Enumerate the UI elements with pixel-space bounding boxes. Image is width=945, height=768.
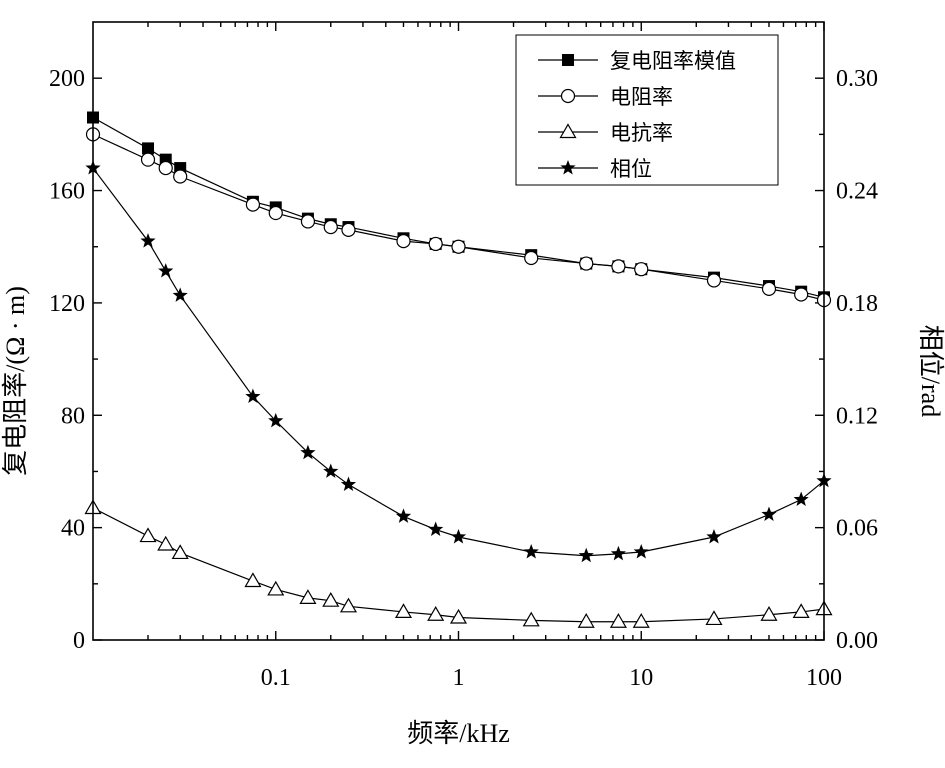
series-2-point xyxy=(522,611,540,627)
series-3-point xyxy=(323,463,339,478)
y-left-tick-label: 40 xyxy=(61,516,85,542)
series-1-point xyxy=(428,236,443,252)
series-1-point xyxy=(158,160,173,176)
series-3-point xyxy=(268,412,284,428)
series-2-point xyxy=(244,572,262,588)
series-2-point xyxy=(157,535,175,551)
legend-label: 电抗率 xyxy=(610,121,673,145)
legend-label: 复电阻率模值 xyxy=(610,49,736,73)
x-tick-label: 1 xyxy=(453,665,465,691)
series-2-point xyxy=(171,544,189,560)
series-3-point xyxy=(578,547,594,563)
series-3-point xyxy=(300,444,316,460)
right-y-axis-title: 相位/rad xyxy=(916,325,945,417)
series-1-point xyxy=(794,287,809,302)
series-2-point xyxy=(339,597,358,613)
series-1-point xyxy=(579,256,594,271)
series-2 xyxy=(84,499,833,628)
series-2-point xyxy=(577,613,595,628)
left-y-axis-title: 复电阻率/(Ω · m) xyxy=(1,286,30,476)
series-1-point xyxy=(706,273,722,288)
series-3-point xyxy=(761,506,777,521)
series-2-point xyxy=(427,606,445,621)
series-3-point xyxy=(245,388,261,404)
series-1-point xyxy=(300,214,316,229)
series-3-point xyxy=(450,529,467,544)
series-3-point xyxy=(706,529,722,544)
y-left-tick-label: 160 xyxy=(49,179,85,205)
x-tick-label: 10 xyxy=(629,665,653,691)
series-1 xyxy=(85,127,832,308)
legend-label: 电阻率 xyxy=(610,85,673,109)
x-tick-label: 100 xyxy=(806,665,842,691)
series-2-point xyxy=(792,603,810,619)
y-left-tick-label: 200 xyxy=(49,66,85,92)
series-2-point xyxy=(322,591,340,607)
series-1-point xyxy=(323,219,338,235)
y-left-tick-label: 0 xyxy=(73,628,85,654)
series-2-point xyxy=(267,580,285,596)
series-3-point xyxy=(172,287,188,302)
series-1-point xyxy=(341,222,356,237)
y-right-tick-label: 0.30 xyxy=(836,66,878,92)
series-1-point xyxy=(140,152,156,167)
series-1-point xyxy=(634,262,649,277)
series-3-point xyxy=(340,476,357,492)
ticks-layer: 0.1 1 10 100 0 40 80 120 160 200 0.00 0.06 0.12 0.18 0… xyxy=(49,22,878,691)
series-3-point xyxy=(523,543,539,559)
y-right-tick-label: 0.06 xyxy=(836,516,878,542)
y-right-tick-label: 0.00 xyxy=(836,628,878,654)
series-2-point xyxy=(449,608,468,624)
series-2-point xyxy=(632,613,650,628)
legend-marker xyxy=(559,123,577,139)
series-3-point xyxy=(140,233,156,248)
series-2-point xyxy=(139,527,157,543)
series-1-point xyxy=(451,239,466,254)
series-2-point xyxy=(705,610,723,626)
legend-label: 相位 xyxy=(610,157,652,181)
series-2-line xyxy=(92,507,825,623)
series-3-point xyxy=(633,543,649,559)
series-3-point xyxy=(428,521,444,536)
y-left-tick-label: 120 xyxy=(49,291,85,317)
y-left-tick-label: 80 xyxy=(61,403,85,429)
series-1-point xyxy=(761,281,777,296)
series-2-point xyxy=(394,603,413,619)
series-1-line xyxy=(92,133,825,301)
series-1-point xyxy=(611,259,626,274)
series-2-point xyxy=(609,613,627,628)
x-axis-title: 频率/kHz xyxy=(407,719,510,748)
series-3 xyxy=(85,160,832,563)
y-right-tick-label: 0.12 xyxy=(836,403,878,429)
series-0-line xyxy=(92,116,825,298)
series-layer xyxy=(84,111,833,628)
series-1-point xyxy=(524,250,539,266)
series-3-point xyxy=(793,491,809,507)
y-right-tick-label: 0.24 xyxy=(836,179,878,205)
series-1-point xyxy=(245,197,261,212)
series-3-point xyxy=(158,263,174,278)
legend-marker xyxy=(560,88,576,104)
series-1-point xyxy=(173,169,188,184)
legend-marker xyxy=(562,54,574,66)
legend-marker xyxy=(560,160,576,175)
y-right-tick-label: 0.18 xyxy=(836,291,878,317)
series-3-line xyxy=(92,167,825,557)
series-0-point xyxy=(142,142,155,155)
series-1-point xyxy=(396,234,411,249)
x-tick-label: 0.1 xyxy=(261,665,291,691)
series-2-point xyxy=(299,589,317,604)
series-1-point xyxy=(268,205,283,221)
series-3-point xyxy=(395,508,412,523)
series-3-point xyxy=(610,545,627,561)
series-2-point xyxy=(760,606,778,621)
plot-frame xyxy=(92,21,825,641)
